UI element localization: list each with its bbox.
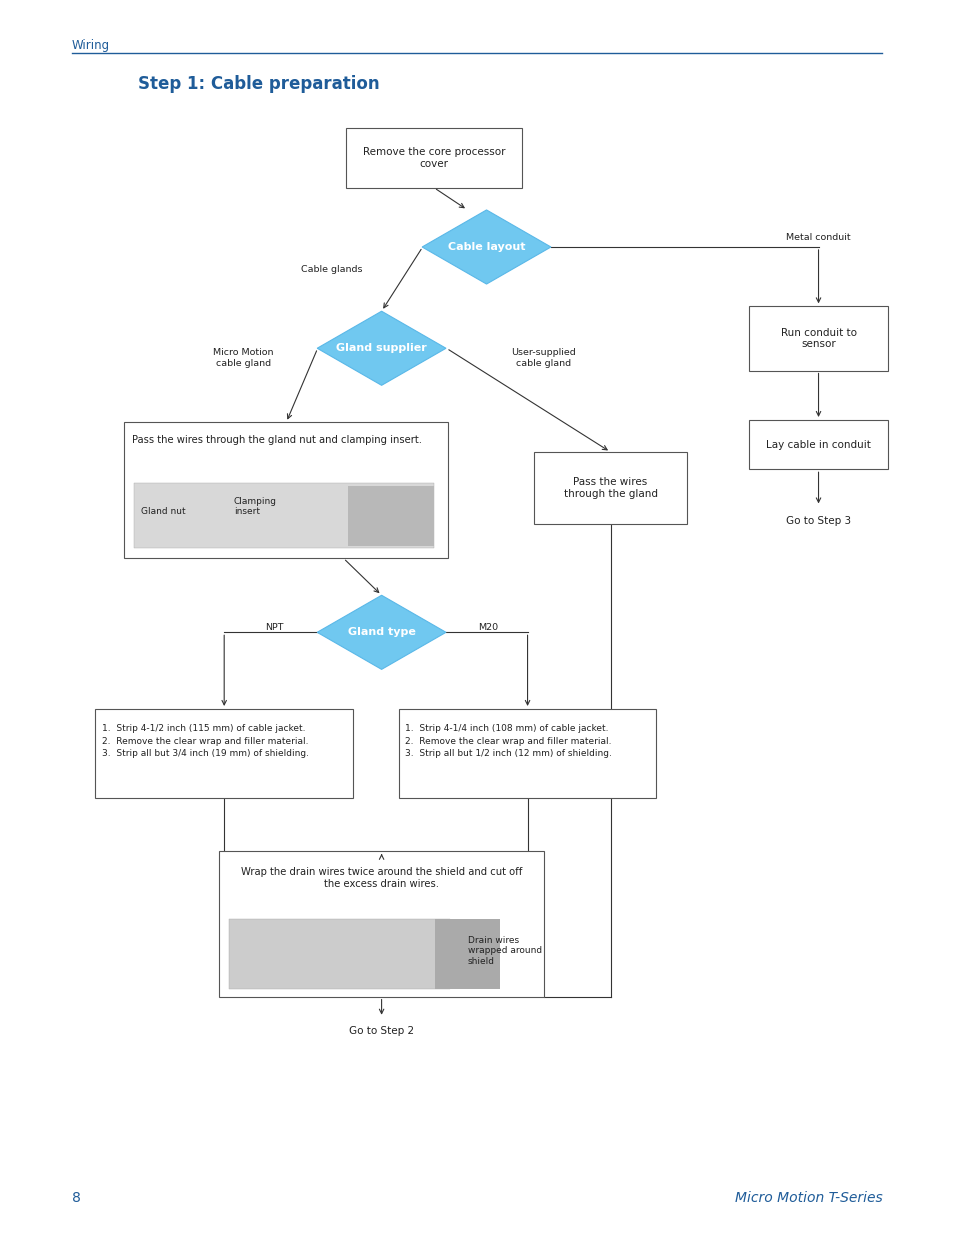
Polygon shape [316, 311, 445, 385]
Text: 8: 8 [71, 1191, 80, 1205]
FancyBboxPatch shape [124, 422, 448, 558]
Text: NPT: NPT [265, 622, 284, 632]
FancyBboxPatch shape [748, 306, 886, 370]
Text: Gland supplier: Gland supplier [335, 343, 427, 353]
Text: Lay cable in conduit: Lay cable in conduit [765, 440, 870, 450]
FancyBboxPatch shape [345, 128, 522, 188]
Text: Remove the core processor
cover: Remove the core processor cover [362, 147, 505, 169]
FancyBboxPatch shape [95, 709, 353, 798]
Text: Micro Motion
cable gland: Micro Motion cable gland [213, 348, 274, 368]
Text: Metal conduit: Metal conduit [785, 232, 850, 242]
Text: Cable glands: Cable glands [301, 264, 362, 274]
FancyBboxPatch shape [748, 420, 886, 469]
Text: Wiring: Wiring [71, 40, 110, 52]
Text: 1.  Strip 4-1/2 inch (115 mm) of cable jacket.
2.  Remove the clear wrap and fil: 1. Strip 4-1/2 inch (115 mm) of cable ja… [102, 725, 309, 757]
Text: Pass the wires
through the gland: Pass the wires through the gland [563, 477, 657, 499]
Text: M20: M20 [477, 622, 498, 632]
Text: Micro Motion T-Series: Micro Motion T-Series [734, 1191, 882, 1205]
Text: Gland nut: Gland nut [141, 506, 186, 516]
Text: 1.  Strip 4-1/4 inch (108 mm) of cable jacket.
2.  Remove the clear wrap and fil: 1. Strip 4-1/4 inch (108 mm) of cable ja… [405, 725, 612, 757]
Text: Clamping
insert: Clamping insert [233, 496, 276, 516]
Text: Drain wires
wrapped around
shield: Drain wires wrapped around shield [467, 936, 541, 966]
FancyBboxPatch shape [435, 919, 499, 989]
Text: Go to Step 2: Go to Step 2 [349, 1026, 414, 1036]
FancyBboxPatch shape [348, 487, 434, 546]
FancyBboxPatch shape [219, 851, 543, 997]
Text: Wrap the drain wires twice around the shield and cut off
the excess drain wires.: Wrap the drain wires twice around the sh… [241, 867, 521, 888]
Text: User-supplied
cable gland: User-supplied cable gland [511, 348, 576, 368]
FancyBboxPatch shape [133, 483, 434, 548]
FancyBboxPatch shape [229, 919, 449, 989]
FancyBboxPatch shape [398, 709, 656, 798]
Text: Pass the wires through the gland nut and clamping insert.: Pass the wires through the gland nut and… [132, 435, 421, 445]
Text: Step 1: Cable preparation: Step 1: Cable preparation [138, 75, 379, 93]
Polygon shape [316, 595, 445, 669]
Text: Go to Step 3: Go to Step 3 [785, 516, 850, 526]
Text: Cable layout: Cable layout [447, 242, 525, 252]
Text: Run conduit to
sensor: Run conduit to sensor [780, 327, 856, 350]
Text: Gland type: Gland type [347, 627, 416, 637]
Polygon shape [421, 210, 551, 284]
FancyBboxPatch shape [534, 452, 686, 524]
